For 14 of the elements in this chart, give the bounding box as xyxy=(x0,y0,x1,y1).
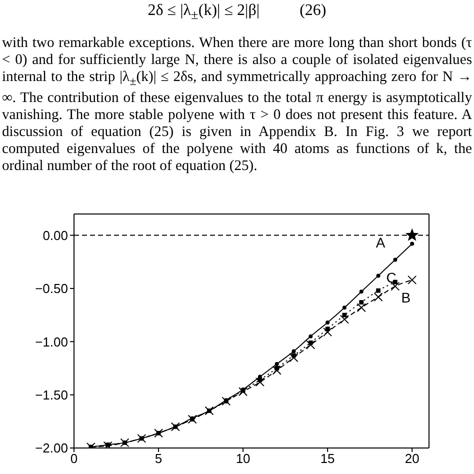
x-tick-label: 10 xyxy=(236,451,250,466)
x-tick-label: 0 xyxy=(70,451,78,466)
y-tick-label: 0.00 xyxy=(42,228,68,243)
series-label: B xyxy=(401,289,411,306)
x-tick-label: 5 xyxy=(154,451,162,466)
text: 2δ ≤ |λ$_{±}$(k)| ≤ 2|β| (26) xyxy=(146,2,328,24)
series-label: A xyxy=(376,234,386,251)
text: with two remarkable exceptions. When there are more long than short bonds (τ < 0) and for sufficiently large N, there is also a couple of isolated eigenvalues internal to the strip |λ$_{±}$(k)| ≤ 2δs, and symmetrically approaching zero for N → ∞. The contribution of these eigenvalues to the total π energy is asymptotically vanishing. The more stable polyene with τ > 0 does not present this feature. A discussion of equation (25) is given in Appendix B. In Fig. 3 we report computed eigenvalues of the polyene with 40 atoms as functions of k, the ordinal number of the root of equation (25). xyxy=(2,35,472,174)
x-tick-label: 20 xyxy=(404,451,420,466)
x-tick-label: 15 xyxy=(320,451,335,466)
y-tick-label: −1.50 xyxy=(35,387,68,402)
y-tick-label: −2.00 xyxy=(35,440,68,456)
y-tick-label: −0.50 xyxy=(35,281,68,296)
y-tick-label: −1.00 xyxy=(35,334,68,350)
